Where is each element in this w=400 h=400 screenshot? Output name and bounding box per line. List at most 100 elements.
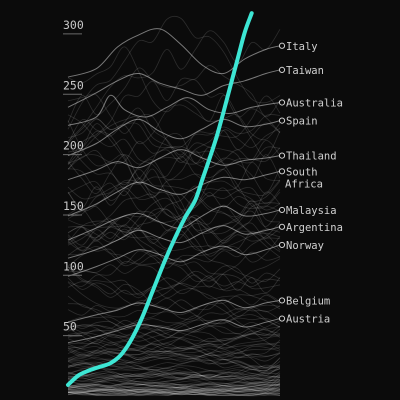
background-series-line [67, 353, 281, 368]
background-series-line [67, 360, 281, 380]
background-series-line [67, 297, 281, 328]
series-line-argentina [67, 225, 281, 259]
background-series-line [67, 123, 281, 211]
background-series-line [67, 372, 281, 382]
background-series-line [67, 372, 281, 386]
background-series-line [67, 387, 281, 394]
background-series-line [67, 342, 281, 357]
series-line-belgium [67, 299, 281, 323]
background-series-line [67, 114, 281, 170]
background-series-line [67, 382, 281, 393]
background-series-line [67, 380, 281, 392]
background-series-line [67, 193, 281, 227]
background-series-line [67, 185, 281, 241]
background-series-line [67, 208, 281, 253]
background-series-line [67, 119, 281, 209]
background-series-line [67, 324, 281, 349]
background-series-line [67, 228, 281, 269]
highlighted-series-group [66, 11, 254, 387]
series-name-label: Thailand [286, 151, 337, 163]
background-series-line [67, 270, 281, 309]
country-label-spain: Spain [278, 116, 318, 128]
country-label-norway: Norway [278, 240, 324, 252]
background-series-line [67, 180, 281, 245]
background-series-line [67, 241, 281, 284]
series-end-dot [278, 168, 286, 175]
background-series-line [67, 384, 281, 396]
series-end-dot [278, 206, 286, 214]
background-series-line [67, 380, 281, 395]
country-label-australia: Australia [278, 97, 343, 109]
background-series-line [67, 380, 281, 396]
series-name-label: Spain [286, 116, 318, 128]
background-series-line [67, 319, 281, 369]
background-series-line [67, 205, 281, 263]
background-series-line [67, 240, 281, 310]
background-series-line [67, 122, 281, 186]
series-line-australia [67, 94, 281, 126]
background-series-line [67, 155, 281, 200]
background-series-line [67, 371, 281, 384]
background-series-line [67, 372, 281, 390]
series-name-label: Taiwan [286, 65, 324, 77]
background-series-line [67, 324, 281, 345]
background-series-line [67, 202, 281, 241]
background-series-line [67, 374, 281, 384]
background-series-line [67, 65, 281, 165]
background-series-line [67, 384, 281, 396]
background-series-line [67, 386, 281, 395]
series-line-taiwan [67, 69, 281, 108]
series-name-label: South Africa [285, 166, 323, 190]
background-series-line [67, 386, 281, 396]
series-name-label: Belgium [286, 295, 330, 307]
background-series-line [67, 380, 281, 393]
background-series-line [67, 266, 281, 350]
background-series-line [67, 386, 281, 394]
background-series-line [67, 343, 281, 362]
background-series-group [67, 15, 281, 397]
background-series-line [67, 368, 281, 380]
series-end-dot [278, 297, 286, 304]
highlighted-series-line [66, 11, 254, 387]
background-series-line [67, 187, 281, 243]
background-series-line [67, 388, 281, 395]
series-end-dot [278, 66, 286, 74]
background-series-line [67, 333, 281, 359]
background-series-line [67, 348, 281, 369]
background-series-line [67, 365, 281, 389]
background-series-line [67, 270, 281, 317]
background-series-line [67, 345, 281, 372]
background-series-line [67, 142, 281, 190]
background-series-line [67, 224, 281, 294]
background-series-line [67, 361, 281, 384]
background-series-line [67, 95, 281, 156]
background-series-line [67, 384, 281, 395]
series-line-south-africa [67, 170, 281, 217]
y-tick-label: 50 [63, 320, 77, 334]
y-tick-label: 150 [63, 199, 84, 213]
y-axis: 50 100 150 200 250 300 [63, 18, 84, 337]
background-series-line [67, 292, 281, 318]
background-series-line [67, 371, 281, 381]
series-name-label: Italy [286, 41, 318, 53]
background-series-line [67, 382, 281, 392]
country-label-argentina: Argentina [278, 222, 343, 234]
background-series-line [67, 383, 281, 390]
background-series-line [67, 15, 281, 130]
background-series-line [67, 320, 281, 342]
background-series-line [67, 237, 281, 287]
background-series-line [67, 314, 281, 344]
background-series-line [67, 216, 281, 251]
background-series-line [67, 325, 281, 350]
country-label-italy: Italy [278, 41, 318, 53]
series-line-thailand [67, 149, 281, 181]
background-series-line [67, 383, 281, 391]
background-series-line [67, 379, 281, 391]
background-series-line [67, 347, 281, 380]
y-tick-label: 300 [63, 18, 84, 32]
background-series-line [67, 162, 281, 218]
series-line-italy [67, 28, 281, 78]
y-tick-label: 200 [63, 139, 84, 153]
background-series-line [67, 328, 281, 361]
series-name-label: Norway [286, 240, 324, 252]
